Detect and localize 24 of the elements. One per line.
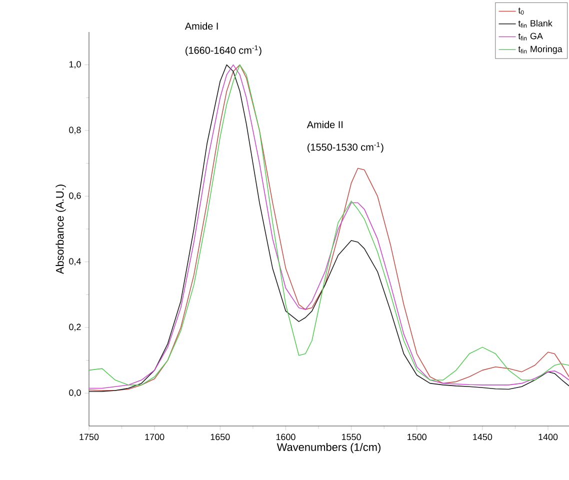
x-tick-label: 1650 — [210, 434, 230, 440]
y-tick-label: 0,0 — [69, 389, 81, 397]
x-tick-label: 1450 — [473, 434, 492, 440]
legend-label: t$_{fin}$ Moringa — [518, 46, 562, 54]
y-axis-title: Absorbance (A.U.) — [56, 184, 66, 274]
y-tick-label: 0,8 — [69, 126, 81, 134]
x-axis-title: Wavenumbers (1/cm) — [276, 442, 380, 454]
annotation: (1660-1640 cm$^{-1}$) — [186, 45, 262, 56]
y-tick-label: 0,6 — [69, 192, 81, 200]
x-tick-label: 1750 — [80, 434, 99, 440]
y-tick-label: 0,2 — [69, 324, 81, 332]
legend-label: t$_{fin}$ GA — [518, 32, 543, 40]
legend-label: t$_{fin}$ Blank — [518, 20, 552, 28]
x-tick-label: 1500 — [408, 434, 426, 440]
legend-label: t$_{0}$ — [518, 8, 524, 15]
annotation: (1550-1530 cm$^{-1}$) — [308, 142, 384, 153]
x-tick-label: 1550 — [342, 434, 361, 440]
x-tick-label: 1700 — [145, 434, 164, 440]
annotation: Amide II — [306, 120, 343, 128]
y-tick-label: 1,0 — [69, 61, 81, 69]
x-tick-label: 1600 — [276, 434, 296, 440]
x-tick-label: 1400 — [538, 434, 558, 440]
text: Amide I — [184, 22, 218, 30]
y-tick-label: 0,4 — [69, 258, 81, 266]
